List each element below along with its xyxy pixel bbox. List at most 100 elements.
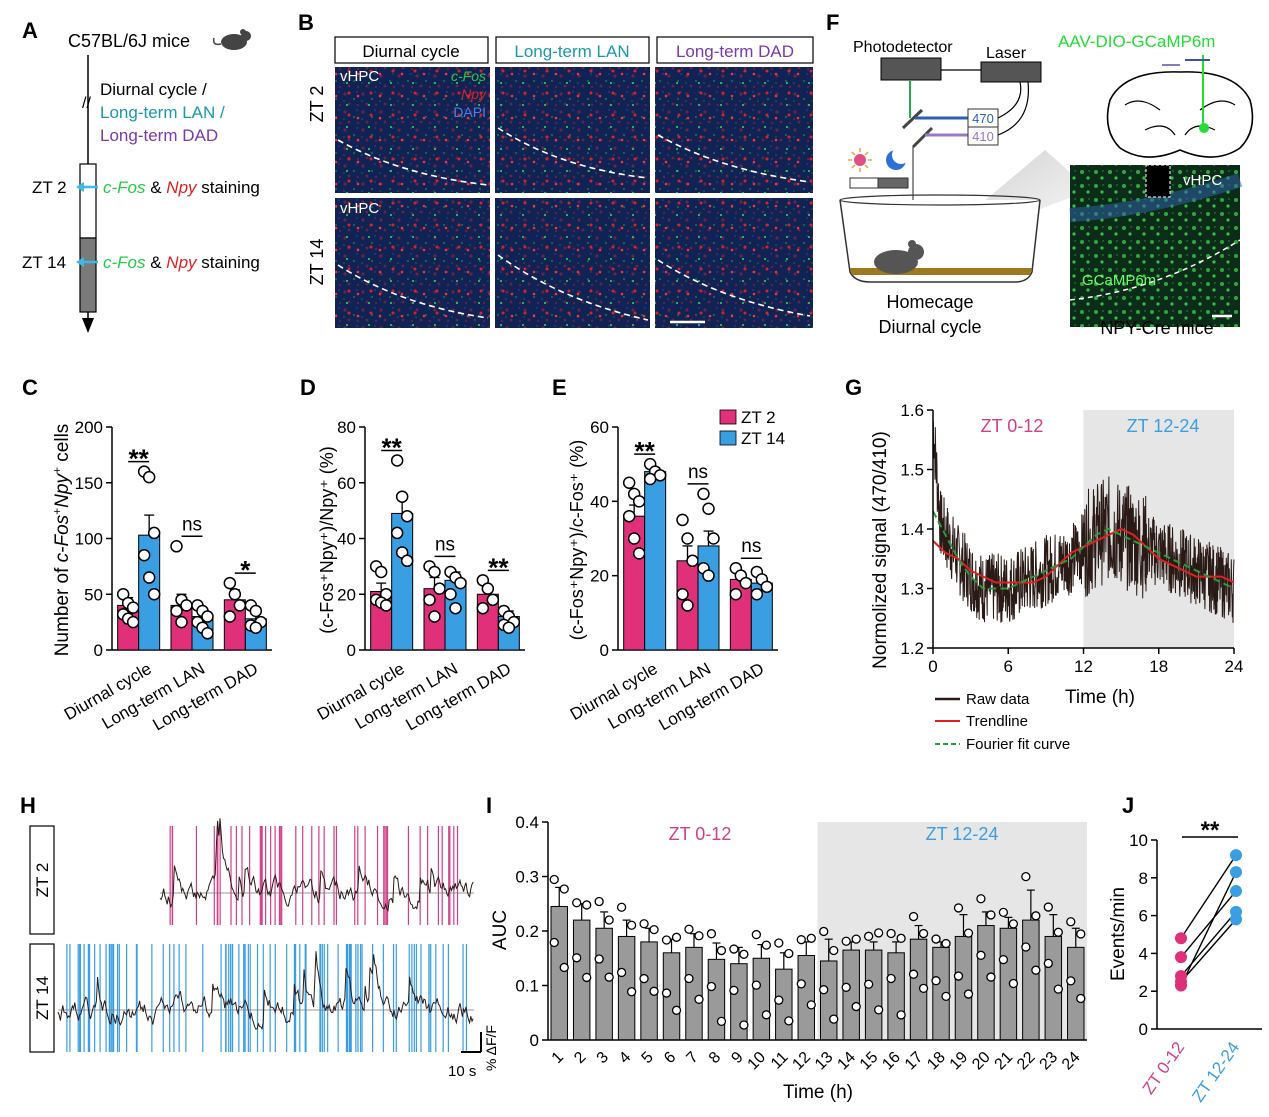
bar <box>644 471 667 651</box>
panel-j: J ** 0 2 4 6 8 10 ZT 0-12 ZT 12-24 Events/min <box>1108 793 1262 1106</box>
data-point <box>400 509 414 523</box>
x-tick-label: 8 <box>706 1049 724 1067</box>
row-label-zt14: ZT 14 <box>307 239 327 286</box>
data-point <box>649 924 659 935</box>
data-point <box>918 983 929 993</box>
y-tick-label: 1.5 <box>900 461 924 480</box>
x-tick-label: 3 <box>594 1049 612 1067</box>
data-point <box>716 945 727 956</box>
y-tick-label: 0.2 <box>515 922 539 941</box>
y-tick-label: 80 <box>337 418 356 437</box>
data-point <box>976 894 986 904</box>
data-point <box>594 896 604 907</box>
data-point <box>774 938 784 948</box>
data-point <box>201 627 214 640</box>
bar <box>842 949 860 1041</box>
data-point <box>676 513 689 527</box>
data-point <box>976 950 986 960</box>
x-tick-label: 24 <box>1059 1049 1084 1074</box>
x-tick-label: 5 <box>639 1049 657 1067</box>
data-point <box>729 944 739 954</box>
y-tick-label: 0 <box>347 641 356 660</box>
data-point <box>729 588 743 601</box>
data-point <box>774 995 784 1005</box>
data-point <box>684 924 694 934</box>
calcium-trace <box>159 818 474 913</box>
data-point <box>784 1016 794 1026</box>
diurnal-label: Diurnal cycle <box>878 317 981 337</box>
data-point <box>676 588 689 601</box>
data-point <box>649 986 659 996</box>
data-point <box>684 973 694 984</box>
data-point <box>796 935 806 945</box>
significance: * <box>240 555 251 585</box>
x-axis-label: Time (h) <box>1065 687 1135 708</box>
x-tick-label: 13 <box>812 1049 837 1074</box>
legend-npy: Npy <box>461 86 487 102</box>
data-point <box>796 979 806 989</box>
data-point <box>1043 958 1053 969</box>
wavelength-410: 410 <box>972 129 994 144</box>
data-point <box>476 601 490 615</box>
data-point <box>1175 951 1187 964</box>
y-tick-label: 0 <box>600 641 609 660</box>
x-tick-label: 0 <box>928 657 937 676</box>
y-tick-label: 60 <box>590 418 609 437</box>
data-point <box>594 954 604 964</box>
row-label-zt2: ZT 2 <box>33 863 52 898</box>
data-point <box>1230 849 1242 862</box>
data-point <box>1031 911 1041 921</box>
y-axis-label: AUC <box>490 910 511 950</box>
data-point <box>716 1016 727 1027</box>
zt14-label: ZT 14 <box>22 253 66 272</box>
zt2-label: ZT 2 <box>32 178 67 197</box>
panel-g: G 1.2 1.3 1.4 1.5 1.6 0 6 12 18 24 Time (h) Normoli… <box>845 375 1243 753</box>
x-tick-label: 23 <box>1037 1049 1062 1074</box>
data-point <box>751 929 762 940</box>
data-point <box>681 599 694 612</box>
condition-3: Long-term DAD <box>100 126 218 145</box>
panel-a: A C57BL/6J mice // Diurnal cycle / Long-… <box>22 18 260 333</box>
data-point <box>1066 917 1076 927</box>
data-point <box>953 903 964 913</box>
data-point <box>1008 919 1019 929</box>
photodetector-label: Photodetector <box>853 39 953 56</box>
raw-trace <box>932 420 1235 623</box>
x-tick-label: 15 <box>857 1049 882 1074</box>
y-axis-label: Number of c-Fos+Npy+ cells <box>50 424 73 657</box>
row-label-zt14: ZT 14 <box>33 976 52 1020</box>
calcium-trace <box>57 951 474 1030</box>
data-point <box>604 972 614 982</box>
data-point <box>626 920 637 930</box>
data-point <box>829 1014 839 1024</box>
staining-zt2: c-Fos & Npy staining <box>103 178 260 197</box>
significance: ** <box>1201 817 1220 844</box>
panel-letter: E <box>552 375 567 400</box>
data-point <box>228 588 242 601</box>
bar <box>820 960 838 1041</box>
data-point <box>233 599 247 612</box>
data-point <box>706 929 717 939</box>
y-tick-label: 8 <box>1139 869 1148 888</box>
pair-line <box>1180 854 1237 939</box>
data-point <box>1031 965 1041 975</box>
bar <box>1067 946 1085 1041</box>
staining-zt14: c-Fos & Npy staining <box>103 253 260 272</box>
data-point <box>819 985 829 995</box>
zt-dark-label: ZT 12-24 <box>926 824 999 844</box>
y-tick-label: 4 <box>1139 944 1148 963</box>
data-point <box>829 945 839 956</box>
chart-i: 1 2 3 4 5 6 7 8 91011121314151617181920212223240… <box>490 813 1087 1103</box>
panel-letter: I <box>486 793 492 818</box>
y-tick-label: 0 <box>1139 1020 1148 1039</box>
data-point <box>873 928 884 938</box>
y-tick-label: 150 <box>75 474 103 493</box>
bar <box>550 905 568 1041</box>
header-diurnal: Diurnal cycle <box>362 42 459 61</box>
y-tick-label: 50 <box>84 585 103 604</box>
mice-strain: C57BL/6J mice <box>68 31 190 51</box>
x-tick-label: 4 <box>616 1049 634 1067</box>
pair-line <box>1180 911 1237 977</box>
x-tick-label: 6 <box>1004 657 1013 676</box>
bar <box>797 955 816 1041</box>
